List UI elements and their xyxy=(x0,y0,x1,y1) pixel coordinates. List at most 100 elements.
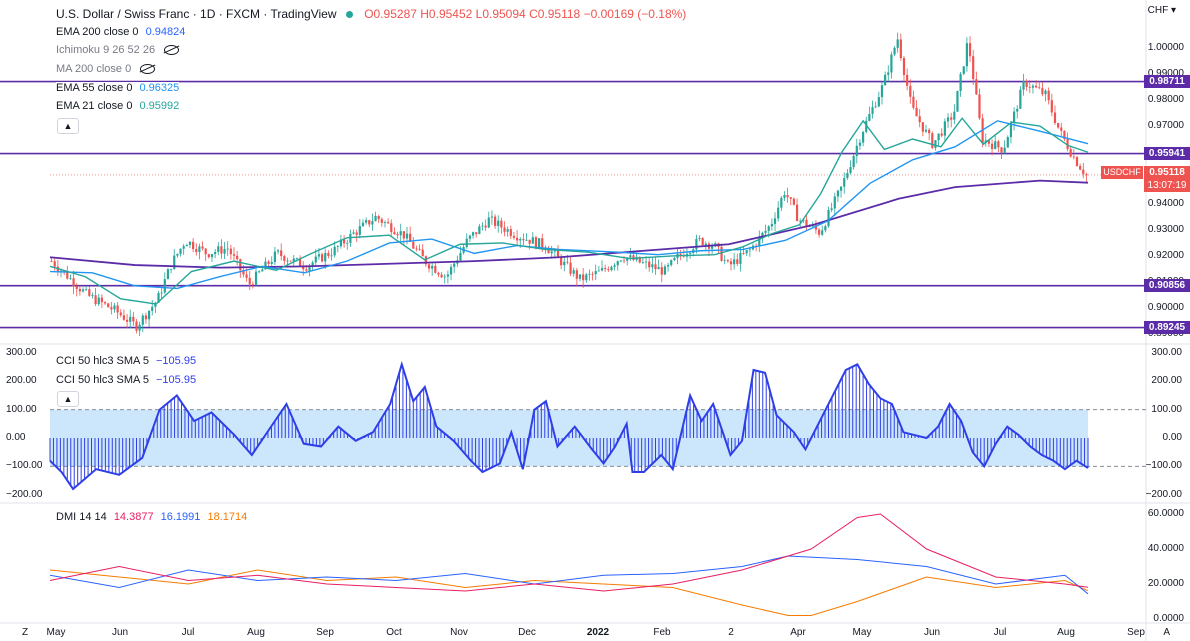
candle-body xyxy=(729,261,733,265)
candle-body xyxy=(600,268,604,271)
candle-body xyxy=(799,220,802,222)
candle-body xyxy=(792,198,795,205)
indicator-ema55[interactable]: EMA 55 close 0 0.96325 xyxy=(56,82,180,94)
indicator-ema21[interactable]: EMA 21 close 0 0.95992 xyxy=(56,100,179,112)
candle-body xyxy=(317,254,321,257)
candle-body xyxy=(346,242,349,244)
candle-body xyxy=(997,141,1000,148)
candle-body xyxy=(626,257,629,261)
collapse-cci-legend-button[interactable]: ▲ xyxy=(57,391,79,407)
candle-body xyxy=(365,220,368,223)
candle-body xyxy=(1012,111,1016,123)
indicator-value: 0.96325 xyxy=(139,82,180,94)
time-axis-label: Jul xyxy=(181,627,195,638)
candle-body xyxy=(374,216,377,222)
candle-body xyxy=(1047,90,1050,101)
candle-body xyxy=(641,262,645,263)
candle-body xyxy=(534,237,538,248)
candle-body xyxy=(651,264,654,268)
candle-body xyxy=(107,303,110,308)
candle-body xyxy=(795,204,799,222)
candle-body xyxy=(1009,122,1013,138)
level-price-label: 0.90856 xyxy=(1144,278,1190,292)
candles xyxy=(50,32,1088,336)
cci-legend-2[interactable]: CCI 50 hlc3 SMA 5 −105.95 xyxy=(56,374,196,386)
candle-body xyxy=(516,237,519,241)
candle-body xyxy=(500,220,503,228)
candle-body xyxy=(437,272,440,275)
candle-body xyxy=(789,197,792,199)
candle-body xyxy=(695,238,698,250)
hidden-eye-icon[interactable] xyxy=(164,45,180,56)
candle-body xyxy=(654,264,657,270)
candle-body xyxy=(1031,85,1035,88)
candle-body xyxy=(931,133,934,148)
cci-tick-label: 100.00 xyxy=(1151,403,1182,415)
candle-body xyxy=(443,276,446,278)
indicator-label: EMA 200 close 0 xyxy=(56,26,139,38)
ohlc-open: O0.95287 xyxy=(364,7,417,21)
ohlc-change: −0.00169 (−0.18%) xyxy=(583,7,687,21)
candle-body xyxy=(733,259,736,265)
auto-scale-button[interactable]: A xyxy=(1163,627,1170,638)
candle-body xyxy=(868,113,871,121)
candle-body xyxy=(670,260,673,266)
candle-body xyxy=(1063,130,1066,140)
candle-body xyxy=(836,190,840,197)
candle-body xyxy=(91,295,94,297)
dmi-plus-value: 14.3877 xyxy=(113,511,154,523)
hidden-eye-icon[interactable] xyxy=(140,64,156,75)
time-axis-label: Feb xyxy=(653,627,671,638)
collapse-legend-button[interactable]: ▲ xyxy=(57,118,79,134)
candle-body xyxy=(226,248,229,250)
candle-body xyxy=(270,262,273,264)
candle-body xyxy=(493,216,497,226)
candle-body xyxy=(261,269,264,272)
cci-legend-1[interactable]: CCI 50 hlc3 SMA 5 −105.95 xyxy=(56,355,196,367)
indicator-value: −105.95 xyxy=(156,355,197,367)
time-axis-label: Dec xyxy=(518,627,536,638)
candle-body xyxy=(522,239,525,241)
candle-body xyxy=(383,222,387,223)
cci-tick-label: 200.00 xyxy=(6,375,37,387)
candle-body xyxy=(597,270,600,272)
candle-body xyxy=(138,324,141,331)
candle-body xyxy=(994,141,997,149)
candle-body xyxy=(1038,87,1041,89)
candle-body xyxy=(327,253,330,256)
dmi-legend[interactable]: DMI 14 14 14.3877 16.1991 18.1714 xyxy=(56,511,247,523)
indicator-ema200[interactable]: EMA 200 close 0 0.94824 xyxy=(56,26,185,38)
candle-body xyxy=(607,269,610,271)
zoom-button[interactable]: Z xyxy=(22,627,29,638)
candle-body xyxy=(736,259,739,264)
price-tick-label: 0.99000 xyxy=(1147,68,1184,80)
indicator-ichimoku[interactable]: Ichimoku 9 26 52 26 xyxy=(56,44,180,56)
candle-body xyxy=(890,54,893,73)
indicator-ma200[interactable]: MA 200 close 0 xyxy=(56,63,156,75)
cci-tick-label: 300.00 xyxy=(1151,347,1182,358)
candle-body xyxy=(770,223,773,227)
candle-body xyxy=(531,237,534,244)
candle-body xyxy=(610,266,613,271)
candle-body xyxy=(704,243,707,246)
symbol-title[interactable]: U.S. Dollar / Swiss Franc · 1D · FXCM · … xyxy=(56,7,337,21)
candle-body xyxy=(481,225,484,227)
candle-body xyxy=(912,96,915,108)
time-axis-label: Sep xyxy=(316,627,334,638)
candle-body xyxy=(638,256,641,263)
candle-body xyxy=(968,43,972,57)
candle-body xyxy=(742,252,745,254)
candle-body xyxy=(839,186,843,191)
price-tick-label: 0.90000 xyxy=(1147,301,1184,313)
candle-body xyxy=(928,129,931,134)
candle-body xyxy=(701,238,704,246)
candle-body xyxy=(745,250,748,254)
time-axis-label: 2022 xyxy=(586,627,610,638)
currency-selector[interactable]: CHF ▾ xyxy=(1147,5,1176,16)
candle-body xyxy=(849,167,852,174)
candle-body xyxy=(862,131,865,143)
cci-tick-label: −100.00 xyxy=(6,460,43,472)
price-tick-label: 1.00000 xyxy=(1147,42,1184,54)
candle-body xyxy=(896,39,899,48)
